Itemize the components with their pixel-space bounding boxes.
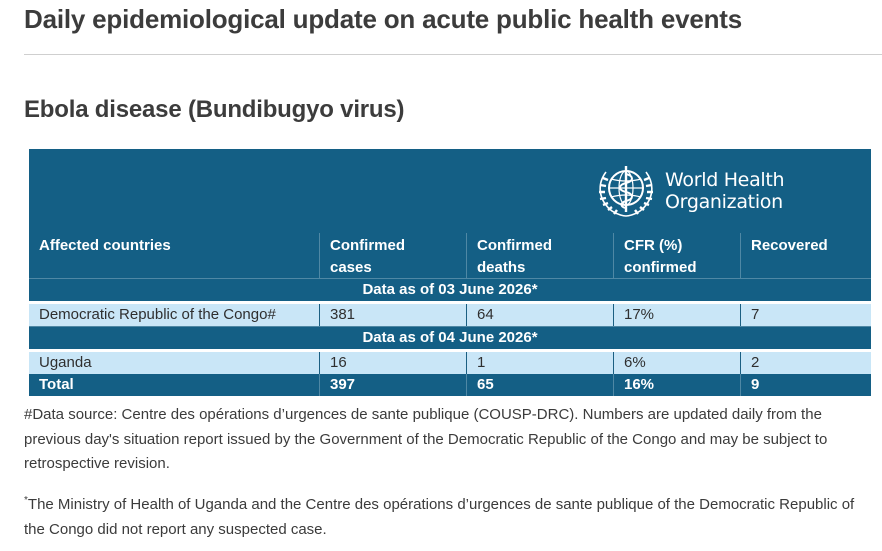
who-wordmark: World Health Organization	[665, 169, 785, 213]
table-row-uganda: Uganda 16 1 6% 2	[29, 352, 871, 374]
who-emblem-icon	[599, 166, 653, 217]
ebola-case-table: World Health Organization Affected count…	[29, 149, 871, 396]
cell-total-deaths: 65	[466, 374, 613, 396]
cell-total-recovered: 9	[740, 374, 871, 396]
cell-deaths: 64	[466, 304, 613, 326]
who-wordmark-line2: Organization	[665, 191, 783, 213]
cell-total-cfr: 16%	[613, 374, 740, 396]
header-cfr-confirmed: CFR (%) confirmed	[613, 233, 740, 278]
cell-total-label: Total	[39, 376, 74, 393]
title-divider	[24, 54, 882, 55]
cell-cfr: 6%	[613, 352, 740, 374]
cell-total-cases: 397	[319, 374, 466, 396]
header-confirmed-cases: Confirmed cases	[319, 233, 466, 278]
table-row-drc: Democratic Republic of the Congo# 381 64…	[29, 304, 871, 326]
cell-recovered: 7	[740, 304, 871, 326]
header-recovered: Recovered	[740, 233, 871, 278]
data-source-note: #Data source: Centre des opérations d’ur…	[24, 406, 828, 472]
cell-deaths: 1	[466, 352, 613, 374]
table-row-total: Total 397 65 16% 9	[29, 374, 871, 396]
table-header-row: Affected countries Confirmed cases Confir…	[29, 233, 871, 278]
cell-country: Democratic Republic of the Congo#	[39, 306, 276, 323]
group-label-03-june: Data as of 03 June 2026*	[29, 278, 871, 301]
footnote-text: The Ministry of Health of Uganda and the…	[24, 496, 855, 538]
cell-cases: 16	[319, 352, 466, 374]
header-affected-countries: Affected countries	[39, 237, 171, 254]
who-logo: World Health Organization	[592, 160, 832, 220]
cell-recovered: 2	[740, 352, 871, 374]
cell-cfr: 17%	[613, 304, 740, 326]
who-wordmark-line1: World Health	[665, 169, 785, 191]
cell-cases: 381	[319, 304, 466, 326]
footnote-marker: *	[24, 495, 28, 506]
section-title: Ebola disease (Bundibugyo virus)	[24, 96, 405, 123]
table-banner: World Health Organization	[29, 149, 871, 233]
header-confirmed-deaths: Confirmed deaths	[466, 233, 613, 278]
footnote: *The Ministry of Health of Uganda and th…	[24, 493, 874, 542]
group-label-04-june: Data as of 04 June 2026*	[29, 326, 871, 349]
page-title: Daily epidemiological update on acute pu…	[24, 4, 742, 34]
cell-country: Uganda	[39, 354, 92, 371]
